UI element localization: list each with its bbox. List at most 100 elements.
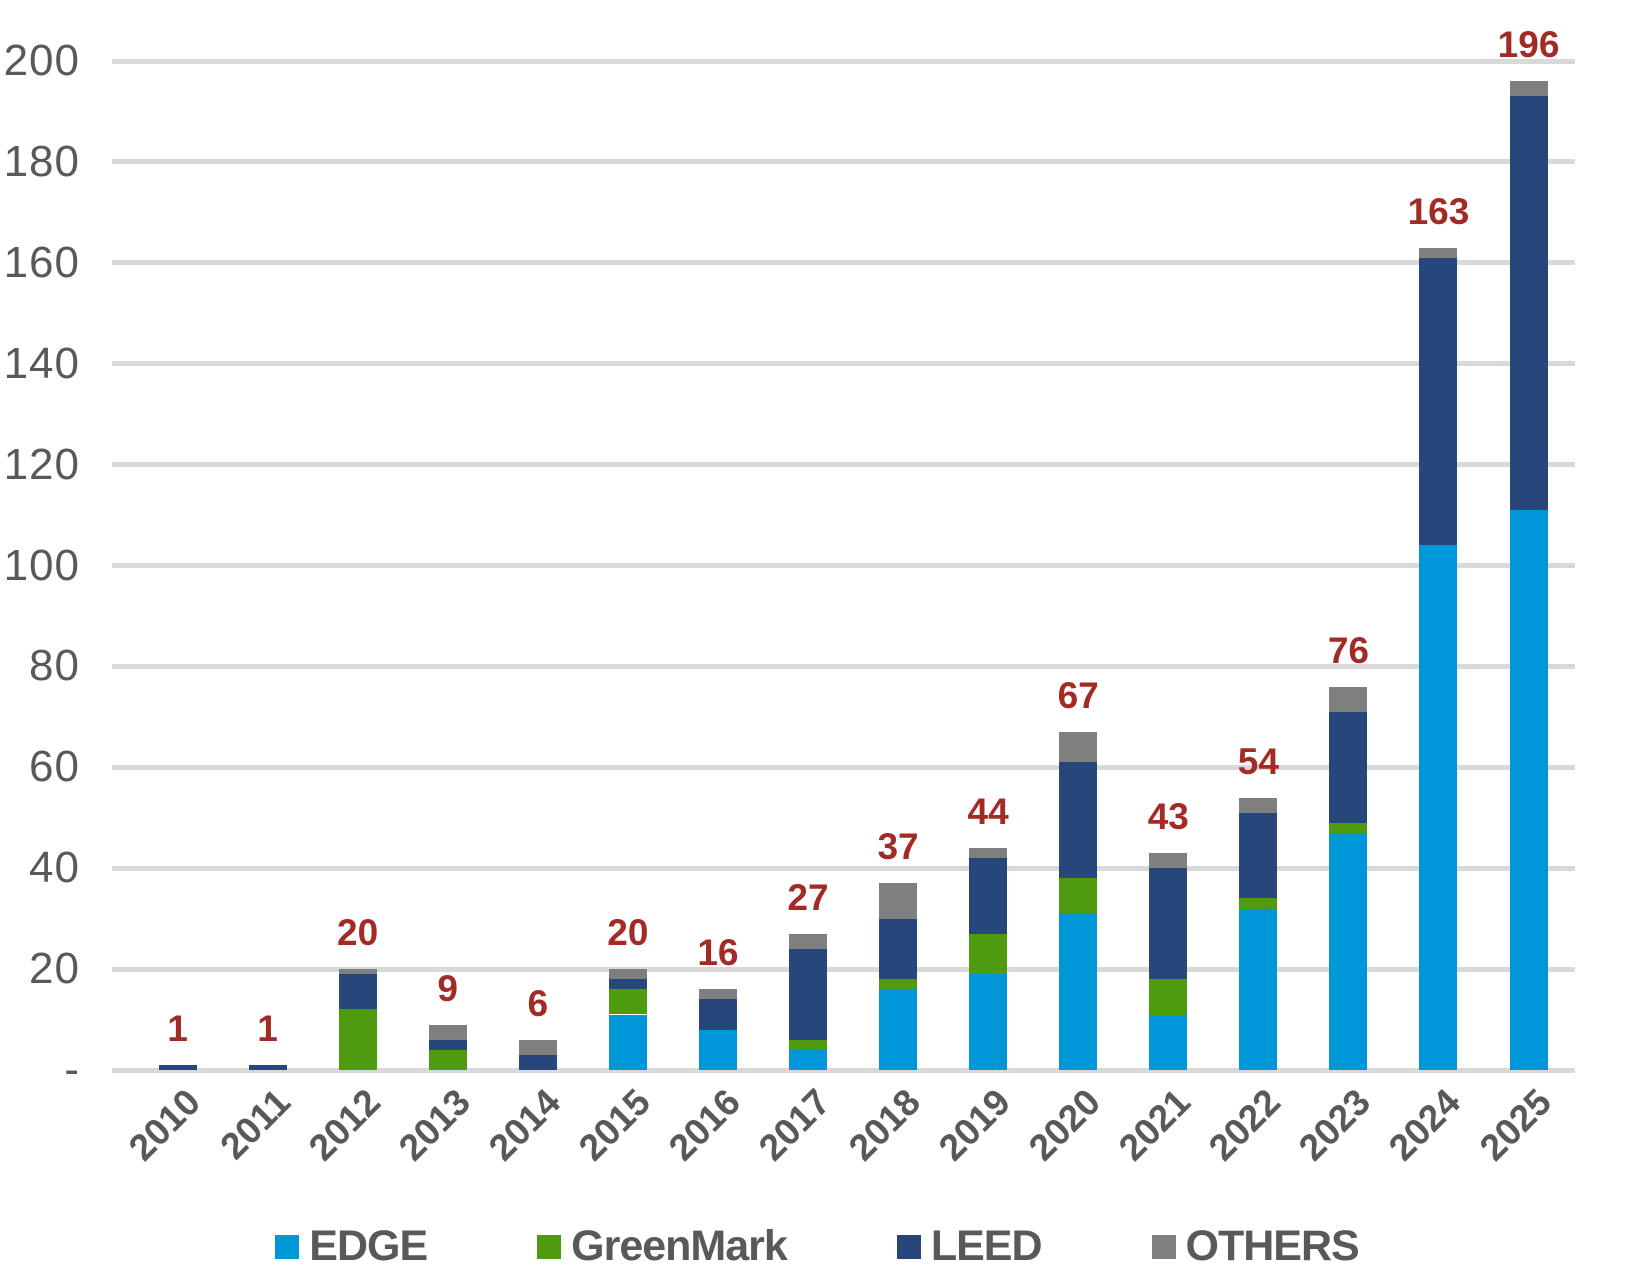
bar-segment-2019-LEED: [969, 858, 1008, 934]
legend-swatch-LEED: [896, 1234, 921, 1259]
y-axis-label-160: 160: [3, 237, 80, 287]
bar-segment-2017-EDGE: [788, 1049, 827, 1070]
gridline-120: [112, 462, 1575, 468]
total-label-2010: 1: [167, 1007, 188, 1049]
bar-segment-2022-OTHERS: [1239, 797, 1278, 813]
y-axis-label-120: 120: [3, 439, 80, 489]
total-label-2025: 196: [1497, 24, 1560, 66]
total-label-2016: 16: [697, 932, 739, 974]
bar-segment-2021-GreenMark: [1149, 979, 1188, 1015]
legend-swatch-EDGE: [275, 1234, 300, 1259]
y-axis-label-180: 180: [3, 136, 80, 186]
gridline-20: [112, 966, 1575, 972]
total-label-2018: 37: [877, 826, 919, 868]
bar-segment-2022-EDGE: [1239, 908, 1278, 1070]
y-axis-label-80: 80: [29, 641, 80, 691]
legend-swatch-OTHERS: [1151, 1234, 1176, 1259]
bar-segment-2021-LEED: [1149, 868, 1188, 980]
bar-segment-2015-GreenMark: [608, 989, 647, 1015]
bar-segment-2024-LEED: [1419, 257, 1458, 546]
bar-segment-2024-EDGE: [1419, 545, 1458, 1070]
bar-segment-2010-LEED: [158, 1064, 197, 1070]
y-axis-label-60: 60: [29, 742, 80, 792]
bar-segment-2017-OTHERS: [788, 933, 827, 949]
bar-segment-2020-EDGE: [1059, 913, 1098, 1070]
total-label-2012: 20: [337, 912, 379, 954]
bar-segment-2017-GreenMark: [788, 1039, 827, 1050]
bar-segment-2013-LEED: [428, 1039, 467, 1050]
bar-segment-2018-OTHERS: [879, 883, 918, 919]
bar-segment-2021-EDGE: [1149, 1014, 1188, 1070]
legend-label-OTHERS: OTHERS: [1185, 1222, 1360, 1269]
bar-segment-2019-EDGE: [969, 974, 1008, 1070]
y-axis-label-40: 40: [29, 843, 80, 893]
bar-segment-2020-GreenMark: [1059, 878, 1098, 914]
total-label-2022: 54: [1237, 740, 1279, 782]
bar-segment-2021-OTHERS: [1149, 853, 1188, 869]
gridline-140: [112, 361, 1575, 367]
total-label-2023: 76: [1327, 629, 1369, 671]
legend-item-EDGE: EDGE: [275, 1222, 428, 1269]
gridline-100: [112, 563, 1575, 568]
gridline-80: [112, 663, 1575, 669]
total-label-2014: 6: [527, 982, 549, 1024]
y-axis-label-0: -: [64, 1045, 80, 1094]
total-label-2019: 44: [967, 791, 1009, 833]
bar-segment-2013-OTHERS: [428, 1024, 467, 1040]
bar-segment-2014-LEED: [518, 1054, 557, 1070]
gridline-160: [112, 260, 1575, 266]
total-label-2015: 20: [607, 912, 649, 954]
y-axis-label-20: 20: [29, 944, 80, 994]
legend-item-GreenMark: GreenMark: [537, 1222, 788, 1269]
total-label-2013: 9: [437, 967, 458, 1009]
bar-segment-2016-EDGE: [698, 1029, 737, 1070]
bar-segment-2023-EDGE: [1329, 832, 1368, 1070]
bar-segment-2014-OTHERS: [518, 1039, 557, 1055]
bar-segment-2019-GreenMark: [969, 933, 1008, 975]
bar-segment-2025-LEED: [1509, 96, 1548, 510]
total-label-2011: 1: [257, 1007, 278, 1049]
total-label-2024: 163: [1407, 190, 1470, 232]
bar-segment-2013-GreenMark: [428, 1049, 467, 1070]
bar-segment-2016-LEED: [698, 999, 737, 1030]
y-axis-label-200: 200: [3, 36, 80, 85]
bar-segment-2025-OTHERS: [1509, 81, 1548, 97]
y-axis-label-100: 100: [3, 540, 80, 590]
bar-segment-2012-GreenMark: [338, 1009, 377, 1070]
bar-segment-2015-LEED: [608, 979, 647, 990]
total-label-2020: 67: [1057, 674, 1099, 716]
bar-segment-2012-OTHERS: [338, 969, 377, 975]
gridline-60: [112, 764, 1575, 770]
y-axis-label-140: 140: [3, 338, 80, 388]
bar-segment-2012-LEED: [338, 974, 377, 1010]
bar-segment-2011-LEED: [248, 1064, 287, 1070]
bar-segment-2017-LEED: [788, 948, 827, 1040]
total-label-2017: 27: [787, 876, 829, 918]
bar-segment-2019-OTHERS: [969, 848, 1008, 859]
gridline-200: [112, 58, 1575, 64]
legend-label-EDGE: EDGE: [309, 1222, 428, 1269]
bar-segment-2016-OTHERS: [698, 989, 737, 1000]
bar-segment-2023-GreenMark: [1329, 822, 1368, 833]
chart-legend: EDGE GreenMark LEED OTHERS: [0, 1222, 1634, 1269]
bar-segment-2023-OTHERS: [1329, 686, 1368, 712]
bar-segment-2024-OTHERS: [1419, 247, 1458, 258]
legend-label-LEED: LEED: [930, 1222, 1043, 1269]
bar-segment-2018-LEED: [879, 918, 918, 980]
bar-segment-2022-GreenMark: [1239, 898, 1278, 909]
legend-item-OTHERS: OTHERS: [1151, 1222, 1360, 1269]
gridline-180: [112, 159, 1575, 165]
gridline-40: [112, 865, 1575, 871]
bar-segment-2020-OTHERS: [1059, 731, 1098, 763]
total-label-2021: 43: [1147, 796, 1189, 838]
bar-segment-2022-LEED: [1239, 812, 1278, 899]
legend-item-LEED: LEED: [896, 1222, 1043, 1269]
bar-segment-2015-OTHERS: [608, 969, 647, 980]
bar-segment-2025-EDGE: [1509, 510, 1548, 1070]
bar-segment-2015-EDGE: [608, 1014, 647, 1070]
bar-segment-2023-LEED: [1329, 711, 1368, 823]
legend-label-GreenMark: GreenMark: [571, 1222, 788, 1269]
legend-swatch-GreenMark: [537, 1234, 562, 1259]
